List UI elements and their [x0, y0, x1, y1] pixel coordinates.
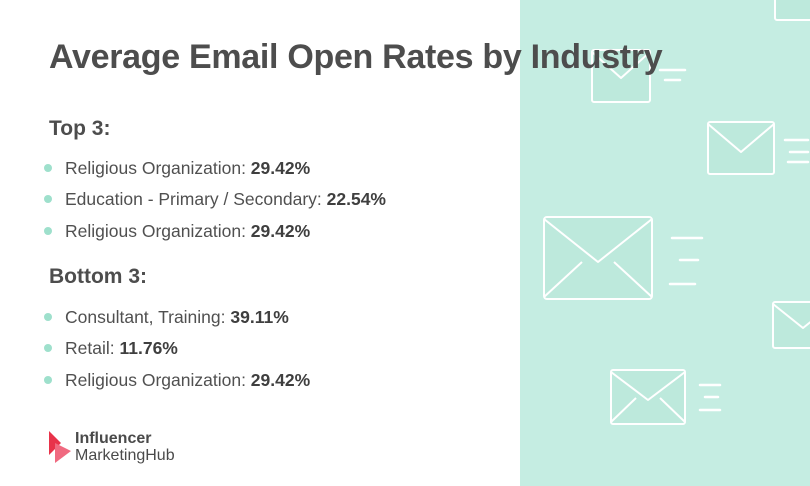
top-3-heading: Top 3:	[49, 117, 111, 140]
open-rate-value: 29.42%	[250, 157, 311, 178]
logo-text-marketing: Marketing	[75, 447, 146, 464]
list-item: Retail: 11.76%	[44, 333, 310, 365]
bullet-icon	[44, 226, 52, 235]
logo-text-hub: Hub	[145, 447, 175, 464]
top-3-list: Religious Organization: 29.42% Education…	[44, 152, 386, 247]
decorative-panel	[520, 0, 810, 486]
motion-lines	[658, 68, 810, 412]
logo-mark-icon	[49, 431, 71, 463]
envelope-icon	[707, 121, 775, 175]
industry-label: Religious Organization:	[65, 369, 251, 390]
industry-label: Religious Organization:	[65, 220, 251, 241]
envelope-icon	[774, 0, 810, 21]
industry-label: Retail:	[65, 338, 120, 359]
bullet-icon	[44, 163, 52, 172]
industry-label: Education - Primary / Secondary:	[65, 189, 327, 210]
bottom-3-heading: Bottom 3:	[49, 265, 147, 288]
bullet-icon	[44, 375, 52, 384]
industry-label: Consultant, Training:	[65, 306, 231, 327]
envelope-icon	[772, 301, 810, 349]
open-rate-value: 11.76%	[119, 338, 178, 359]
logo-text-line2: MarketingHub	[75, 447, 175, 464]
open-rate-value: 29.42%	[250, 220, 311, 241]
list-item: Consultant, Training: 39.11%	[44, 301, 310, 333]
envelope-illustration	[543, 0, 810, 425]
list-item: Religious Organization: 29.42%	[44, 215, 386, 247]
envelope-icon	[543, 216, 653, 300]
logo-text-line1: Influencer	[75, 430, 152, 447]
open-rate-value: 39.11%	[230, 306, 289, 327]
envelope-icon	[591, 49, 651, 103]
industry-label: Religious Organization:	[65, 157, 251, 178]
bullet-icon	[44, 312, 52, 321]
open-rate-value: 29.42%	[250, 369, 311, 390]
bullet-icon	[44, 195, 52, 204]
list-item: Religious Organization: 29.42%	[44, 152, 386, 184]
logo-wordmark: Influencer MarketingHub	[75, 430, 175, 464]
influencer-marketing-hub-logo: Influencer MarketingHub	[49, 428, 175, 466]
list-item: Religious Organization: 29.42%	[44, 364, 310, 396]
envelope-icon	[610, 369, 686, 425]
bottom-3-list: Consultant, Training: 39.11% Retail: 11.…	[44, 301, 310, 396]
page-title: Average Email Open Rates by Industry	[49, 38, 663, 76]
open-rate-value: 22.54%	[326, 189, 386, 210]
list-item: Education - Primary / Secondary: 22.54%	[44, 184, 386, 216]
bullet-icon	[44, 344, 52, 353]
